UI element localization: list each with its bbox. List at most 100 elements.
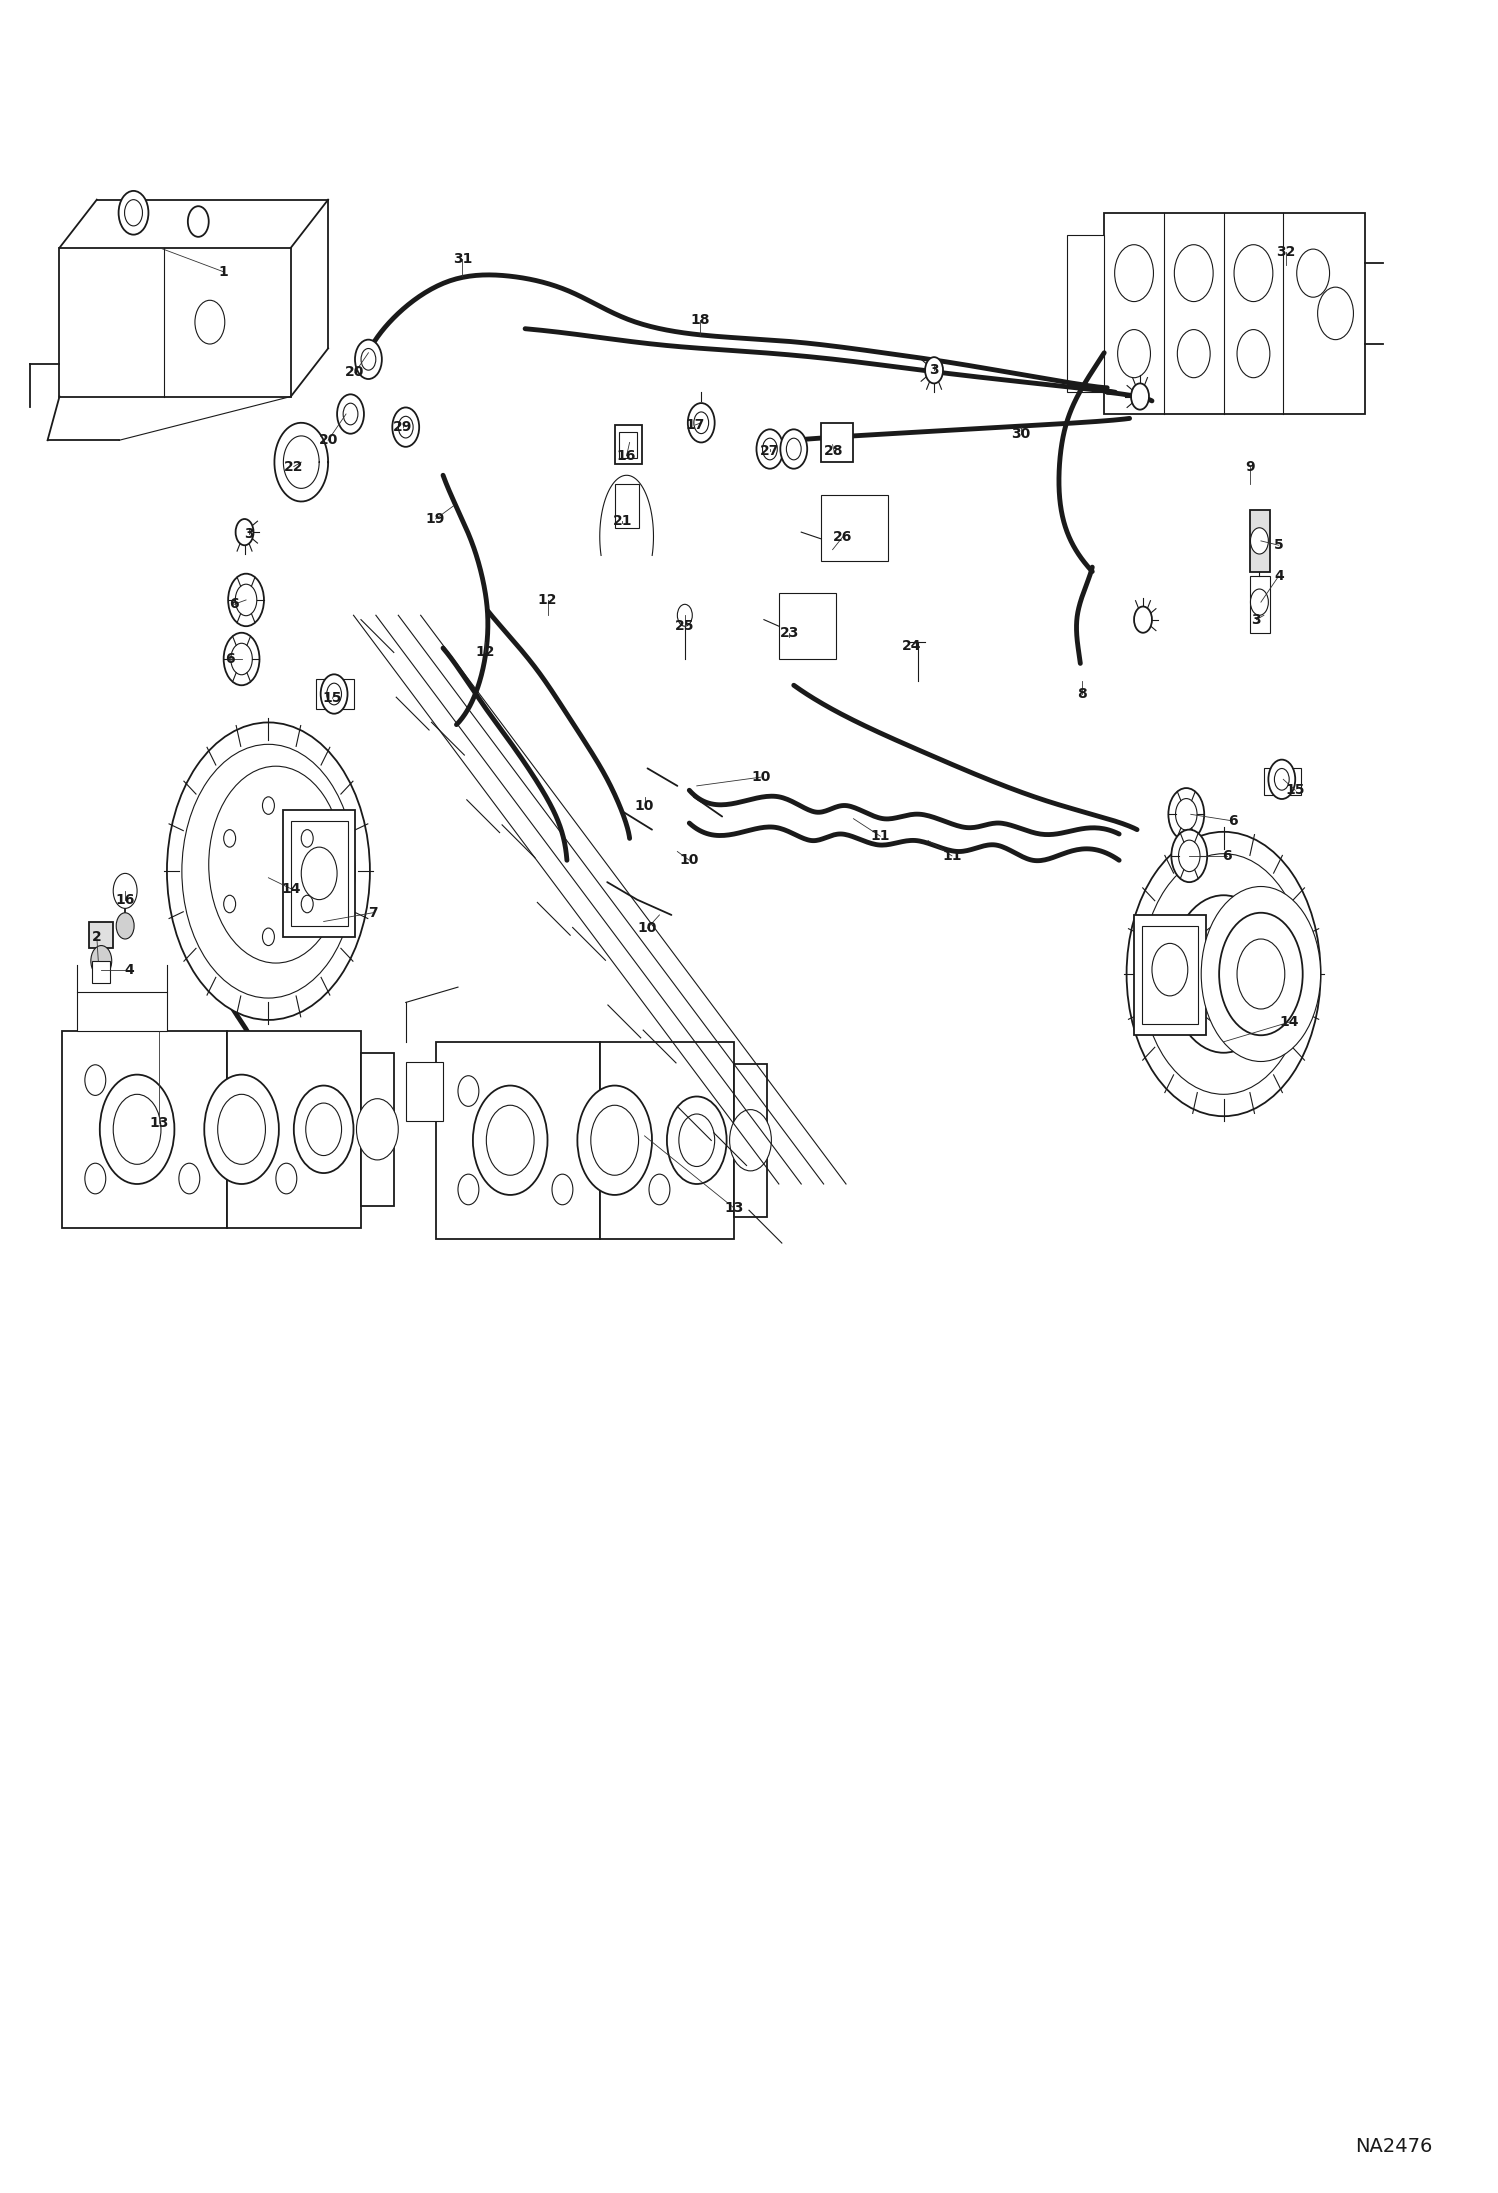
Text: 3: 3	[1252, 612, 1261, 627]
Circle shape	[756, 430, 783, 469]
Circle shape	[1251, 529, 1269, 555]
Circle shape	[337, 395, 364, 434]
Circle shape	[166, 721, 370, 1020]
Circle shape	[679, 1114, 715, 1167]
Bar	[436, 1042, 599, 1239]
Circle shape	[458, 1077, 479, 1105]
Circle shape	[688, 404, 715, 443]
Bar	[779, 594, 836, 660]
Circle shape	[590, 1105, 638, 1175]
Circle shape	[667, 1096, 727, 1184]
Circle shape	[1237, 939, 1285, 1009]
Bar	[316, 678, 354, 708]
Circle shape	[1297, 250, 1330, 298]
Text: 12: 12	[538, 592, 557, 607]
Bar	[734, 1064, 767, 1217]
Circle shape	[117, 912, 135, 939]
Circle shape	[301, 846, 337, 899]
Circle shape	[1189, 923, 1258, 1024]
Bar	[1141, 925, 1198, 1024]
Circle shape	[458, 1173, 479, 1204]
Bar	[821, 496, 888, 561]
Bar	[283, 809, 355, 936]
Circle shape	[343, 404, 358, 425]
Circle shape	[262, 928, 274, 945]
Circle shape	[231, 816, 306, 925]
Circle shape	[551, 1173, 572, 1204]
Circle shape	[1269, 759, 1296, 798]
Text: 14: 14	[282, 882, 301, 895]
Bar	[599, 1042, 734, 1239]
Circle shape	[124, 200, 142, 226]
Text: 26: 26	[833, 529, 852, 544]
Bar	[1264, 768, 1302, 794]
Circle shape	[321, 673, 348, 713]
Circle shape	[91, 945, 112, 976]
Circle shape	[780, 430, 807, 469]
Circle shape	[1176, 798, 1197, 831]
Circle shape	[730, 1110, 771, 1171]
Circle shape	[85, 1162, 106, 1193]
Circle shape	[208, 765, 343, 963]
Circle shape	[114, 1094, 160, 1164]
Circle shape	[694, 412, 709, 434]
Text: 10: 10	[635, 798, 655, 814]
Circle shape	[487, 1105, 535, 1175]
Bar	[361, 1053, 394, 1206]
Circle shape	[577, 1086, 652, 1195]
Circle shape	[235, 583, 256, 616]
Circle shape	[357, 1099, 398, 1160]
Bar	[1067, 235, 1104, 393]
Text: 10: 10	[680, 853, 700, 866]
Text: 8: 8	[1077, 686, 1086, 702]
Text: 13: 13	[725, 1202, 745, 1215]
Circle shape	[178, 1162, 199, 1193]
Circle shape	[1118, 329, 1150, 377]
Circle shape	[211, 787, 325, 954]
Circle shape	[1234, 246, 1273, 303]
Circle shape	[361, 349, 376, 371]
Text: 32: 32	[1276, 246, 1296, 259]
Circle shape	[392, 408, 419, 447]
Text: 15: 15	[324, 691, 343, 706]
Circle shape	[1251, 590, 1269, 616]
Text: 20: 20	[346, 366, 364, 379]
Text: 4: 4	[1273, 568, 1284, 583]
Bar	[60, 248, 291, 397]
Circle shape	[926, 357, 944, 384]
Circle shape	[262, 796, 274, 814]
Circle shape	[118, 191, 148, 235]
Circle shape	[1174, 246, 1213, 303]
Circle shape	[306, 1103, 342, 1156]
Text: 17: 17	[686, 419, 706, 432]
Circle shape	[223, 634, 259, 684]
Circle shape	[398, 417, 413, 439]
Circle shape	[301, 895, 313, 912]
Circle shape	[1237, 329, 1270, 377]
Text: 27: 27	[759, 445, 779, 458]
Text: 6: 6	[1222, 849, 1231, 862]
Bar	[406, 1061, 443, 1121]
Bar	[619, 432, 637, 458]
Circle shape	[85, 1066, 106, 1096]
Text: 13: 13	[150, 1116, 169, 1129]
Bar	[1104, 213, 1365, 414]
Circle shape	[1201, 886, 1321, 1061]
Circle shape	[327, 684, 342, 704]
Circle shape	[677, 605, 692, 627]
Bar	[614, 425, 641, 465]
Circle shape	[1168, 787, 1204, 840]
Text: 2: 2	[91, 930, 102, 943]
Circle shape	[1179, 840, 1200, 871]
Text: 11: 11	[870, 829, 890, 842]
Bar	[90, 921, 114, 947]
Text: 10: 10	[638, 921, 658, 934]
Circle shape	[1115, 246, 1153, 303]
Circle shape	[301, 829, 313, 846]
Text: 28: 28	[824, 445, 843, 458]
Circle shape	[204, 1075, 279, 1184]
Text: 12: 12	[475, 645, 494, 660]
Circle shape	[649, 1173, 670, 1204]
Text: 7: 7	[369, 906, 377, 919]
Circle shape	[235, 520, 253, 546]
